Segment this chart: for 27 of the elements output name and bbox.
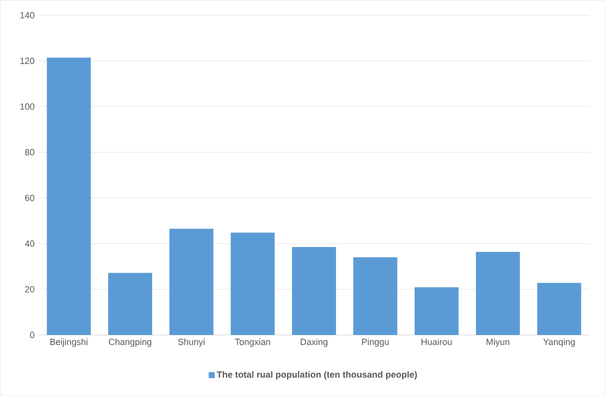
bar <box>353 257 398 335</box>
bar <box>169 228 214 335</box>
y-tick-label: 0 <box>30 332 34 338</box>
legend-label: The total rual population (ten thousand people) <box>216 371 417 380</box>
x-tick-label: Yanqing <box>543 338 575 347</box>
y-tick-label: 80 <box>25 148 34 156</box>
x-tick-label: Tongxian <box>234 338 270 347</box>
bar <box>46 58 91 335</box>
x-tick-label: Changping <box>108 338 152 347</box>
x-tick-label: Huairou <box>422 338 452 346</box>
y-tick-label: 120 <box>20 58 34 64</box>
x-tick-label: Daxing <box>300 338 328 347</box>
x-tick-label: Shunyi <box>178 338 205 347</box>
y-tick-label: 40 <box>24 240 34 247</box>
bar <box>108 272 152 335</box>
bar <box>476 252 520 335</box>
y-tick-label: 140 <box>20 12 34 18</box>
x-tick-label: Pinggu <box>362 338 389 347</box>
y-tick-label: 20 <box>25 286 34 292</box>
x-tick-label: Miyun <box>486 338 510 347</box>
x-tick-label: Beijingshi <box>50 338 88 347</box>
bar <box>414 287 459 335</box>
y-tick-label: 100 <box>20 103 34 110</box>
bar <box>537 282 582 335</box>
bar <box>230 232 275 335</box>
bar <box>292 246 336 335</box>
y-tick-label: 60 <box>25 194 34 202</box>
